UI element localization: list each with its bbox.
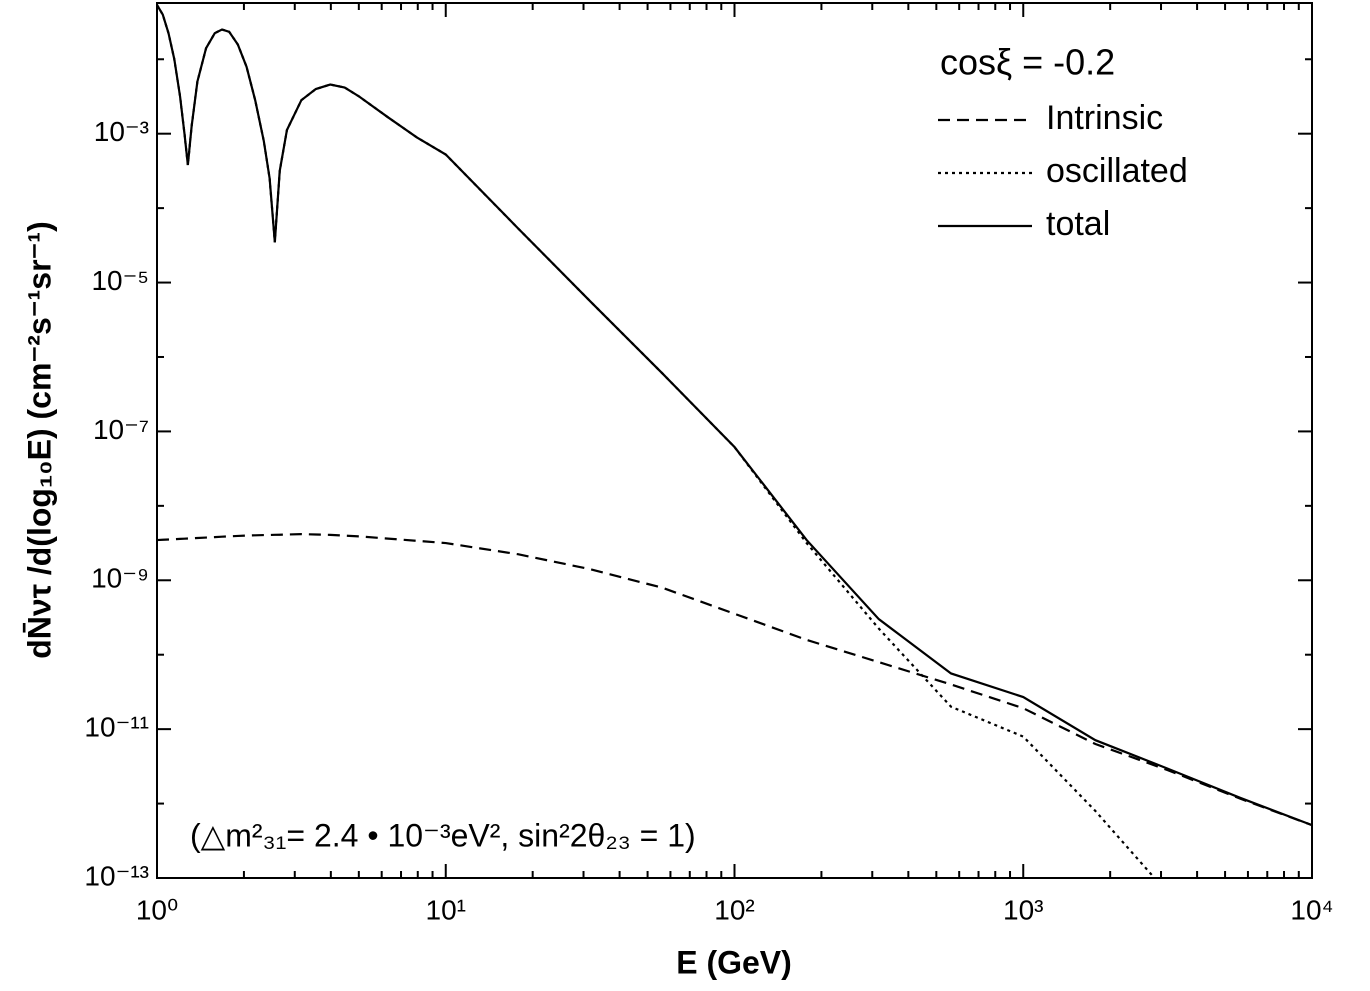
legend-title: cosξ = -0.2 [940, 42, 1115, 83]
x-axis-label: E (GeV) [676, 944, 792, 980]
y-tick-label: 10⁻⁷ [93, 414, 149, 445]
y-tick-label: 10⁻⁵ [91, 265, 149, 296]
annotation: (△m²₃₁= 2.4 • 10⁻³eV², sin²2θ₂₃ = 1) [190, 817, 696, 853]
y-tick-label: 10⁻¹¹ [84, 712, 149, 743]
y-tick-label: 10⁻¹³ [84, 860, 149, 891]
x-tick-label: 10¹ [426, 894, 466, 925]
legend-label: oscillated [1046, 152, 1188, 190]
legend-label: total [1046, 205, 1110, 243]
series-line [157, 4, 1156, 878]
y-tick-label: 10⁻³ [94, 116, 149, 147]
legend-label: Intrinsic [1046, 99, 1163, 137]
x-tick-label: 10⁴ [1290, 894, 1333, 925]
x-tick-label: 10⁰ [136, 894, 178, 925]
x-tick-label: 10³ [1003, 894, 1043, 925]
plot-area [157, 4, 1312, 878]
y-tick-label: 10⁻⁹ [91, 563, 149, 594]
x-tick-label: 10² [714, 894, 754, 925]
series-line [157, 533, 1312, 827]
y-axis-label: dN̄ντ /d(log₁₀E) (cm⁻²s⁻¹sr⁻¹) [21, 221, 57, 659]
series-line [157, 4, 1312, 827]
